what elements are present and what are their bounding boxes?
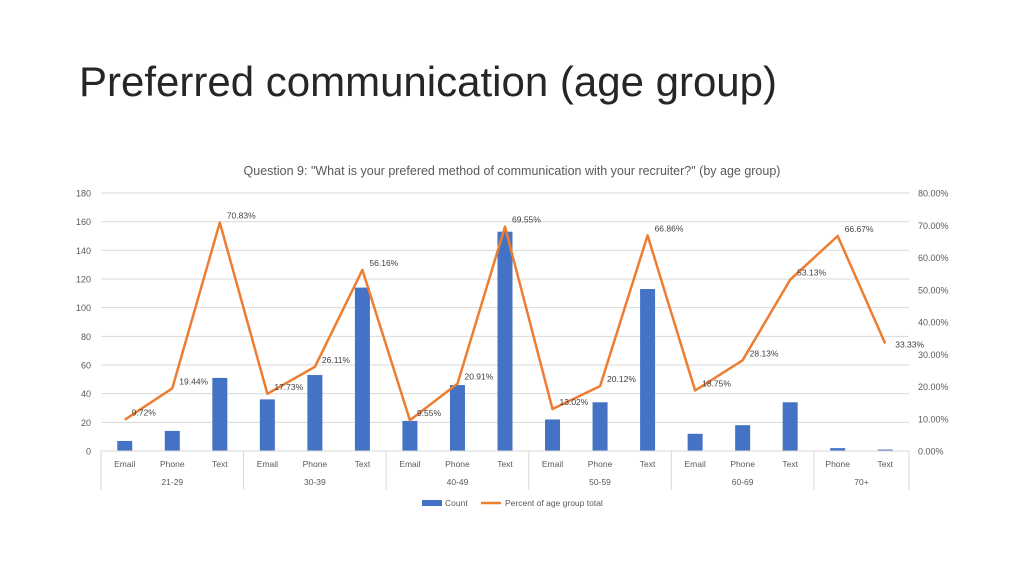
group-label: 30-39 <box>304 477 326 487</box>
count-bar <box>735 425 751 451</box>
percent-data-label: 69.55% <box>512 215 541 225</box>
group-label: 50-59 <box>589 477 611 487</box>
left-tick-label: 160 <box>76 217 91 227</box>
right-tick-label: 50.00% <box>918 285 949 295</box>
percent-data-label: 13.02% <box>560 397 589 407</box>
category-label: Email <box>542 459 563 469</box>
percent-data-label: 33.33% <box>895 340 924 350</box>
right-tick-label: 60.00% <box>918 253 949 263</box>
left-tick-label: 80 <box>81 332 91 342</box>
left-tick-label: 40 <box>81 389 91 399</box>
group-label: 70+ <box>854 477 868 487</box>
group-label: 21-29 <box>161 477 183 487</box>
count-bar <box>640 289 656 451</box>
count-bar <box>354 287 370 451</box>
category-label: Phone <box>730 459 755 469</box>
count-bar <box>449 385 465 451</box>
count-bar <box>877 449 893 451</box>
legend-count-label: Count <box>445 498 468 508</box>
right-tick-label: 40.00% <box>918 318 949 328</box>
group-label: 60-69 <box>732 477 754 487</box>
count-bar <box>592 402 608 451</box>
left-tick-label: 120 <box>76 275 91 285</box>
x-axis: Email Phone Text Email Phone Text Email Phone Te… <box>100 450 910 490</box>
chart-title: Question 9: "What is your prefered metho… <box>244 164 781 178</box>
count-bar <box>212 377 228 451</box>
count-bar <box>307 375 323 451</box>
percent-data-label: 66.67% <box>845 224 874 234</box>
left-tick-label: 100 <box>76 303 91 313</box>
percent-data-label: 28.13% <box>750 348 779 358</box>
count-bar <box>164 430 180 451</box>
percent-data-label: 19.44% <box>179 376 208 386</box>
count-bar <box>259 399 275 451</box>
percent-data-label: 20.12% <box>607 374 636 384</box>
left-tick-label: 140 <box>76 246 91 256</box>
left-tick-label: 60 <box>81 361 91 371</box>
count-bar <box>117 440 133 451</box>
left-tick-label: 20 <box>81 418 91 428</box>
legend-count-swatch <box>422 500 442 506</box>
category-label: Email <box>684 459 705 469</box>
left-axis: 0 20 40 60 80 100 120 140 160 180 <box>76 189 91 457</box>
slide-title: Preferred communication (age group) <box>79 58 778 105</box>
category-label: Phone <box>825 459 850 469</box>
count-bars <box>117 231 893 451</box>
category-label: Email <box>114 459 135 469</box>
left-tick-label: 0 <box>86 447 91 457</box>
percent-labels: 9.72% 19.44% 70.83% 17.73% 26.11% 56.16% 9.55%… <box>132 211 925 419</box>
category-label: Phone <box>588 459 613 469</box>
count-bar <box>497 231 513 451</box>
right-tick-label: 10.00% <box>918 414 949 424</box>
percent-line <box>124 221 887 422</box>
right-axis: 0.00% 10.00% 20.00% 30.00% 40.00% 50.00% 60.00… <box>918 189 949 457</box>
count-bar <box>830 448 846 451</box>
category-label: Text <box>877 459 893 469</box>
percent-data-label: 18.75% <box>702 379 731 389</box>
legend: Count Percent of age group total <box>422 498 603 508</box>
percent-data-label: 9.55% <box>417 408 442 418</box>
count-bar <box>402 420 418 451</box>
count-bar <box>545 419 561 451</box>
right-tick-label: 20.00% <box>918 382 949 392</box>
percent-data-label: 20.91% <box>464 372 493 382</box>
category-label: Text <box>212 459 228 469</box>
right-tick-label: 30.00% <box>918 350 949 360</box>
category-label: Text <box>782 459 798 469</box>
right-tick-label: 80.00% <box>918 189 949 199</box>
category-label: Text <box>355 459 371 469</box>
count-bar <box>782 402 798 451</box>
percent-data-label: 53.13% <box>797 268 826 278</box>
count-bar <box>687 433 703 451</box>
percent-data-label: 9.72% <box>132 408 157 418</box>
left-tick-label: 180 <box>76 189 91 199</box>
percent-data-label: 70.83% <box>227 211 256 221</box>
category-label: Text <box>640 459 656 469</box>
percent-data-label: 17.73% <box>274 382 303 392</box>
percent-data-label: 26.11% <box>322 355 351 365</box>
category-label: Phone <box>445 459 470 469</box>
right-tick-label: 70.00% <box>918 221 949 231</box>
percent-data-label: 66.86% <box>655 223 684 233</box>
category-label: Email <box>257 459 278 469</box>
group-label: 40-49 <box>447 477 469 487</box>
category-label: Email <box>399 459 420 469</box>
percent-data-label: 56.16% <box>369 258 398 268</box>
category-label: Phone <box>160 459 185 469</box>
legend-percent-label: Percent of age group total <box>505 498 603 508</box>
category-label: Phone <box>303 459 328 469</box>
category-label: Text <box>497 459 513 469</box>
right-tick-label: 0.00% <box>918 447 944 457</box>
percent-series-line <box>124 221 887 422</box>
